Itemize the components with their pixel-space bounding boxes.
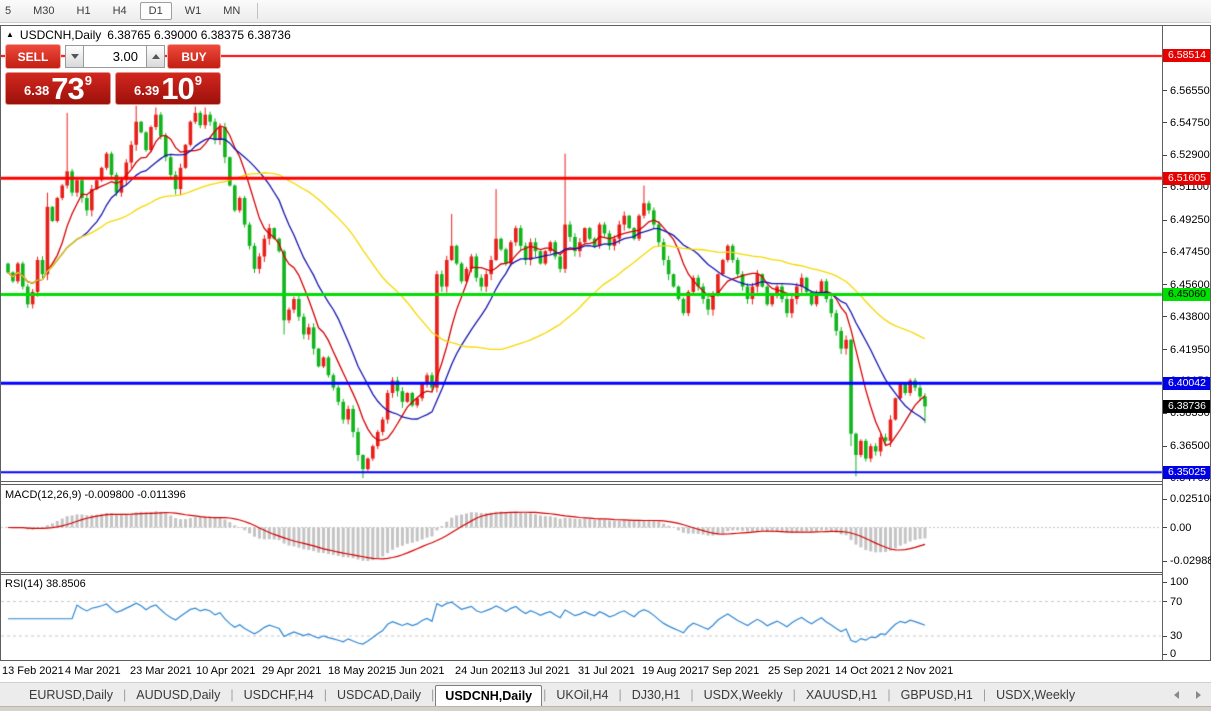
sell-price-major: 6.38 — [23, 83, 50, 98]
tab-eurusd-daily[interactable]: EURUSD,Daily — [29, 687, 114, 702]
tab-separator: | — [431, 687, 435, 702]
tab-separator: | — [792, 687, 796, 702]
tab-separator: | — [618, 687, 622, 702]
tabs-scroll-left-icon[interactable] — [1173, 691, 1181, 700]
tab-usdx-weekly[interactable]: USDX,Weekly — [996, 687, 1076, 702]
sell-price-pipette: 9 — [84, 73, 93, 88]
tab-dj30-h1[interactable]: DJ30,H1 — [631, 687, 681, 702]
volume-increase-button[interactable] — [146, 45, 165, 68]
chart-tabs-bar: EURUSD,Daily | AUDUSD,Daily | USDCHF,H4 | USDC… — [0, 682, 1211, 707]
tab-separator: | — [323, 687, 327, 702]
buy-price-box[interactable]: 6.39 10 9 — [115, 72, 221, 105]
buy-button[interactable]: BUY — [167, 44, 221, 69]
sell-price-pips: 73 — [51, 71, 84, 106]
tab-separator: | — [230, 687, 234, 702]
tab-gbpusd-h1[interactable]: GBPUSD,H1 — [900, 687, 973, 702]
tab-scroll-arrows — [1173, 691, 1203, 700]
tab-xauusd-h1[interactable]: XAUUSD,H1 — [805, 687, 878, 702]
volume-decrease-button[interactable] — [65, 45, 84, 68]
tab-usdcad-daily[interactable]: USDCAD,Daily — [337, 687, 422, 702]
volume-input[interactable] — [84, 45, 146, 68]
buy-price-pipette: 9 — [194, 73, 203, 88]
tab-separator: | — [690, 687, 694, 702]
tab-usdchf-h4[interactable]: USDCHF,H4 — [243, 687, 314, 702]
sell-price-box[interactable]: 6.38 73 9 — [5, 72, 111, 105]
triangle-down-icon — [70, 54, 79, 59]
tab-audusd-daily[interactable]: AUDUSD,Daily — [136, 687, 221, 702]
tab-separator: | — [982, 687, 987, 702]
tab-separator: | — [887, 687, 891, 702]
status-strip — [0, 706, 1211, 711]
buy-price-major: 6.39 — [133, 83, 160, 98]
tab-separator: | — [123, 687, 127, 702]
tab-usdcnh-daily[interactable]: USDCNH,Daily — [435, 684, 543, 707]
tab-ukoil-h4[interactable]: UKOil,H4 — [556, 687, 609, 702]
buy-price-pips: 10 — [161, 71, 194, 106]
triangle-up-icon — [151, 54, 160, 59]
tabs-scroll-right-icon[interactable] — [1195, 691, 1203, 700]
sell-button[interactable]: SELL — [5, 44, 61, 69]
tab-usdx-weekly[interactable]: USDX,Weekly — [703, 687, 783, 702]
tab-separator: | — [543, 687, 547, 702]
one-click-trade-panel: SELL BUY 6.38 73 9 6.39 10 9 — [5, 44, 221, 105]
